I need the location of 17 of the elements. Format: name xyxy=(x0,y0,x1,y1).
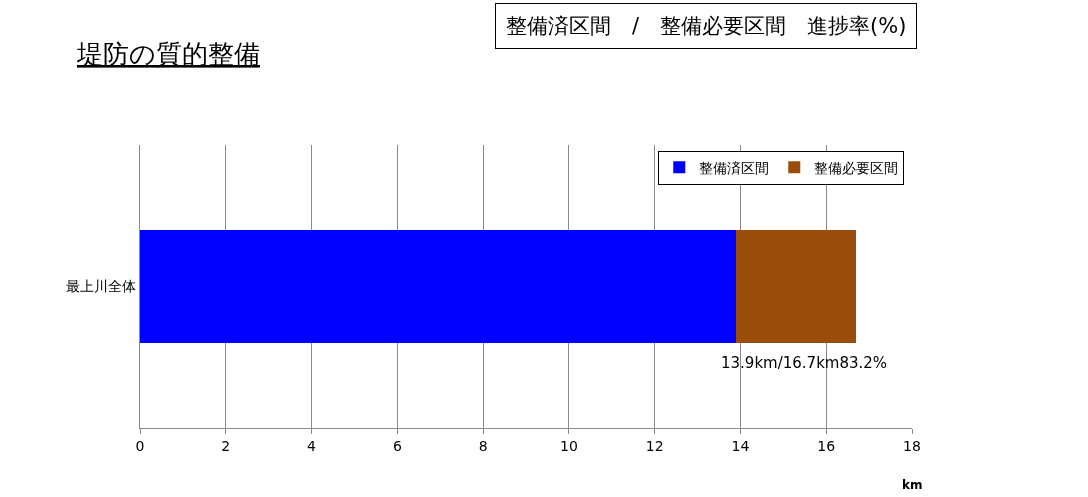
x-tick-label: 16 xyxy=(817,437,836,454)
x-tick-label: 10 xyxy=(559,437,578,454)
x-tick-label: 0 xyxy=(135,437,145,454)
y-tick-label: 最上川全体 xyxy=(66,278,137,295)
x-axis-title: km xyxy=(902,478,923,492)
chart-title: 堤防の質的整備 xyxy=(76,39,260,69)
x-tick-label: 18 xyxy=(903,437,921,454)
x-tick-label: 14 xyxy=(731,437,750,454)
legend-label: 整備済区間 xyxy=(699,159,770,176)
x-tick-label: 2 xyxy=(221,437,231,454)
text: 整備済区間 / 整備必要区間 進捗率(%) xyxy=(506,14,907,38)
x-tick-label: 12 xyxy=(645,437,664,454)
legend-label: 整備必要区間 xyxy=(814,159,899,176)
x-tick-label: 8 xyxy=(478,437,488,454)
x-tick-label: 4 xyxy=(307,437,317,454)
x-tick-label: 6 xyxy=(392,437,402,454)
text: 13.9km/16.7km83.2% xyxy=(721,354,888,372)
